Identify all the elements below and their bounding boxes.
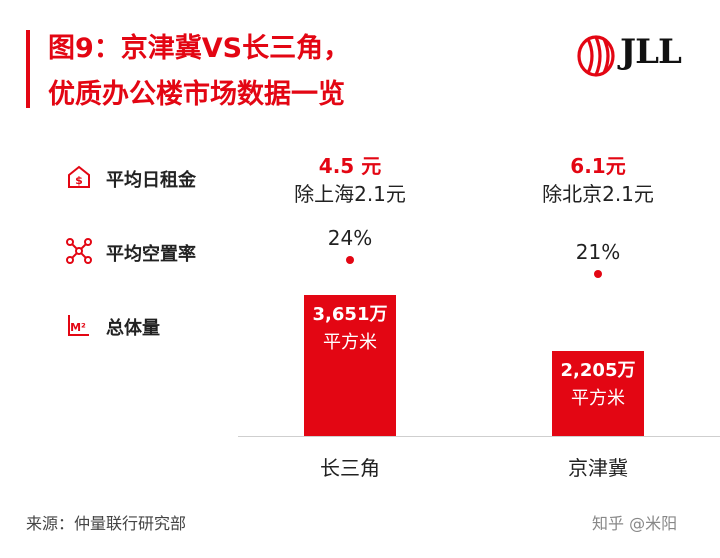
bar-label-1: 2,205万 平方米 bbox=[552, 357, 644, 413]
bar-changsanjiao: 3,651万 平方米 bbox=[304, 295, 396, 436]
rent-note-1: 除北京2.1元 bbox=[542, 182, 654, 206]
bar-label-0: 3,651万 平方米 bbox=[304, 301, 396, 357]
watermark: 知乎 @米阳 bbox=[592, 514, 678, 533]
category-label-1: 京津冀 bbox=[568, 456, 628, 480]
vacancy-icon bbox=[66, 238, 92, 264]
area-m2-icon: M² bbox=[68, 315, 89, 336]
category-label-0: 长三角 bbox=[320, 456, 380, 480]
svg-text:M²: M² bbox=[70, 321, 86, 334]
bar-unit-0: 平方米 bbox=[323, 332, 377, 353]
logo-text: JLL bbox=[620, 32, 682, 72]
vacancy-label: 平均空置率 bbox=[106, 244, 196, 265]
vacancy-dot-0 bbox=[346, 256, 354, 264]
vacancy-value-0: 24% bbox=[327, 226, 373, 250]
rent-label: 平均日租金 bbox=[106, 170, 196, 191]
rent-value-0: 4.5 元 bbox=[318, 154, 382, 178]
vacancy-value-1: 21% bbox=[575, 240, 621, 264]
title-line-2: 优质办公楼市场数据一览 bbox=[48, 79, 345, 110]
rent-value-1: 6.1元 bbox=[570, 154, 626, 178]
title-accent-bar bbox=[26, 30, 30, 108]
bar-value-0: 3,651万 bbox=[312, 304, 388, 325]
rent-note-0: 除上海2.1元 bbox=[294, 182, 406, 206]
svg-text:$: $ bbox=[75, 174, 83, 187]
bar-value-1: 2,205万 bbox=[560, 360, 636, 381]
bar-unit-1: 平方米 bbox=[571, 388, 625, 409]
volume-label: 总体量 bbox=[106, 318, 160, 339]
rent-icon: $ bbox=[68, 165, 90, 188]
title-line-1: 图9：京津冀VS长三角， bbox=[48, 33, 351, 64]
jll-logo-icon bbox=[577, 35, 615, 77]
bar-jingjinji: 2,205万 平方米 bbox=[552, 351, 644, 436]
page-title: 图9：京津冀VS长三角， 优质办公楼市场数据一览 bbox=[48, 26, 568, 118]
chart-baseline bbox=[238, 436, 720, 437]
source-note: 来源：仲量联行研究部 bbox=[26, 514, 187, 533]
vacancy-dot-1 bbox=[594, 270, 602, 278]
